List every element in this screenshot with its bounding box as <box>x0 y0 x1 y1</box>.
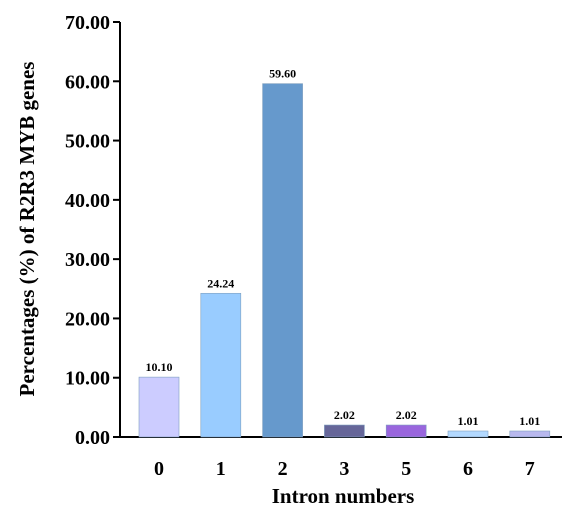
x-tick-label: 1 <box>216 458 226 480</box>
y-tick-label: 70.00 <box>65 12 110 34</box>
y-tick-label: 10.00 <box>65 368 110 390</box>
bar <box>324 424 365 438</box>
x-tick-label: 0 <box>154 458 164 480</box>
y-tick-label: 40.00 <box>65 190 110 212</box>
x-tick-label: 6 <box>463 458 473 480</box>
bar <box>447 430 489 438</box>
bar <box>262 83 303 438</box>
x-axis: 0 1 2 3 5 6 7 <box>120 436 562 480</box>
x-tick-label: 2 <box>278 458 288 480</box>
bar <box>200 292 242 438</box>
bar-value-label: 10.10 <box>146 360 173 374</box>
bar-value-label: 2.02 <box>396 408 417 422</box>
bars <box>138 83 551 438</box>
y-axis: 0.00 10.00 20.00 30.00 40.00 50.00 60.00 70.00 <box>65 12 121 449</box>
y-tick-label: 0.00 <box>75 427 110 449</box>
bar <box>385 424 427 438</box>
bar-value-label: 2.02 <box>334 408 355 422</box>
bar <box>138 376 180 438</box>
y-tick-label: 30.00 <box>65 249 110 271</box>
x-tick-label: 3 <box>339 458 349 480</box>
bar-value-label: 1.01 <box>519 414 540 428</box>
x-axis-title: Intron numbers <box>272 484 415 507</box>
y-tick-label: 20.00 <box>65 308 110 330</box>
bar-value-label: 1.01 <box>458 414 479 428</box>
data-labels: 10.10 24.24 59.60 2.02 2.02 1.01 1.01 <box>146 67 541 428</box>
bar <box>509 430 551 438</box>
bar-value-label: 24.24 <box>207 276 234 290</box>
x-tick-label: 7 <box>525 458 535 480</box>
y-tick-label: 50.00 <box>65 131 110 153</box>
bar-value-label: 59.60 <box>269 67 296 81</box>
y-axis-title: Percentages (%) of R2R3 MYB genes <box>15 62 39 397</box>
y-tick-label: 60.00 <box>65 71 110 93</box>
x-tick-label: 5 <box>401 458 411 480</box>
